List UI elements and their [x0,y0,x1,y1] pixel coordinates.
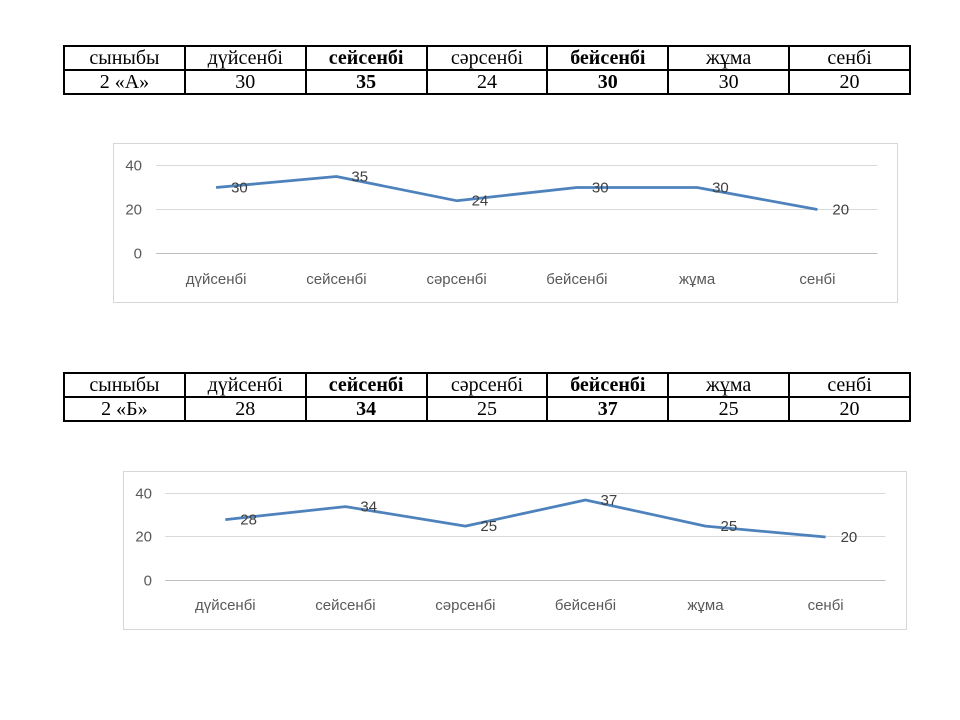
svg-text:20: 20 [125,202,142,219]
svg-text:34: 34 [360,499,377,516]
svg-text:дүйсенбі: дүйсенбі [195,597,256,614]
svg-text:40: 40 [135,486,152,503]
svg-text:жұма: жұма [687,597,724,614]
svg-text:сейсенбі: сейсенбі [315,597,375,614]
svg-text:сәрсенбі: сәрсенбі [426,271,486,288]
svg-text:бейсенбі: бейсенбі [546,271,607,288]
svg-text:0: 0 [134,246,142,263]
svg-text:40: 40 [125,158,142,175]
svg-text:30: 30 [592,180,609,197]
svg-text:28: 28 [240,512,257,529]
svg-text:37: 37 [601,492,618,509]
svg-text:24: 24 [472,193,489,210]
svg-text:20: 20 [135,529,152,546]
svg-text:0: 0 [144,573,152,590]
svg-text:30: 30 [231,180,248,197]
svg-text:20: 20 [832,202,849,219]
svg-text:25: 25 [480,518,497,535]
svg-text:25: 25 [721,518,738,535]
svg-text:35: 35 [351,169,368,186]
svg-text:жұма: жұма [679,271,716,288]
svg-text:сенбі: сенбі [799,271,835,288]
svg-text:30: 30 [712,180,729,197]
svg-text:дүйсенбі: дүйсенбі [186,271,247,288]
svg-text:20: 20 [841,529,858,546]
svg-text:сәрсенбі: сәрсенбі [435,597,495,614]
svg-text:сейсенбі: сейсенбі [306,271,366,288]
svg-text:бейсенбі: бейсенбі [555,597,616,614]
svg-text:сенбі: сенбі [808,597,844,614]
